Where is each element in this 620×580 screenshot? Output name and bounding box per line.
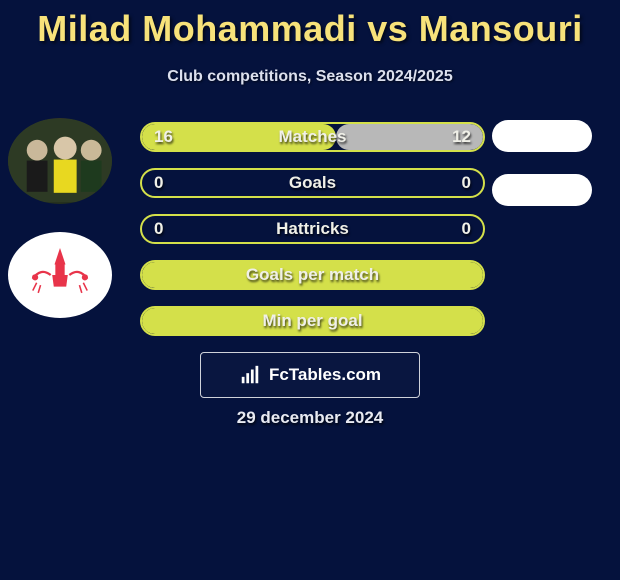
- stat-row-min-per-goal: Min per goal: [140, 306, 485, 336]
- date-label: 29 december 2024: [0, 408, 620, 428]
- player1-photo-placeholder: [8, 119, 112, 202]
- stat-bars: 16 12 Matches 0 0 Goals 0 0 Hattricks Goals per m…: [140, 122, 485, 352]
- pill-1: [492, 120, 592, 152]
- stat-label: Goals per match: [246, 265, 379, 285]
- stat-row-matches: 16 12 Matches: [140, 122, 485, 152]
- subtitle: Club competitions, Season 2024/2025: [0, 68, 620, 86]
- stat-label: Min per goal: [262, 311, 362, 331]
- indicator-pills: [492, 120, 602, 228]
- player2-avatar: [8, 232, 112, 318]
- stat-right-value: 12: [452, 127, 471, 147]
- stat-row-hattricks: 0 0 Hattricks: [140, 214, 485, 244]
- stat-row-goals-per-match: Goals per match: [140, 260, 485, 290]
- stat-right-value: 0: [462, 219, 471, 239]
- branding-text: FcTables.com: [269, 365, 381, 385]
- player1-avatar: [8, 118, 112, 204]
- pill-2: [492, 174, 592, 206]
- chart-icon: [239, 364, 261, 386]
- trophy-crest-icon: [20, 240, 100, 310]
- stat-left-value: 0: [154, 219, 163, 239]
- stat-left-value: 0: [154, 173, 163, 193]
- page-title: Milad Mohammadi vs Mansouri: [0, 0, 620, 50]
- stat-label: Matches: [278, 127, 346, 147]
- stat-right-value: 0: [462, 173, 471, 193]
- stat-row-goals: 0 0 Goals: [140, 168, 485, 198]
- avatar-column: [8, 118, 118, 346]
- stat-left-value: 16: [154, 127, 173, 147]
- branding-box[interactable]: FcTables.com: [200, 352, 420, 398]
- stat-label: Goals: [289, 173, 336, 193]
- stat-label: Hattricks: [276, 219, 349, 239]
